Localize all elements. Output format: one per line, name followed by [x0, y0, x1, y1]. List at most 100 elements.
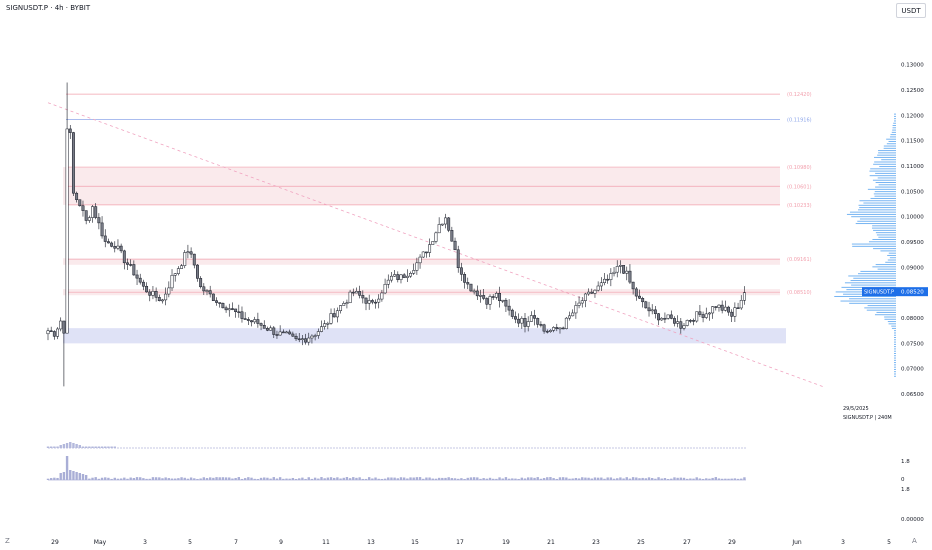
timezone-icon[interactable]: Z [5, 537, 10, 545]
candle-body [526, 321, 530, 327]
candle-body [367, 300, 371, 304]
volume-bar [148, 478, 151, 480]
candle-body [157, 297, 161, 302]
volume-bar [390, 477, 393, 480]
volume-bar [342, 477, 345, 480]
profile-bar [894, 348, 896, 350]
volume-bar [507, 478, 511, 480]
price-axis[interactable]: 0.13000 0.12500 0.12000 0.11500 0.11000 0.105… [862, 63, 928, 523]
volume-bar [84, 475, 88, 480]
x-tick-2: 3 [143, 539, 147, 546]
volume-bar [552, 478, 555, 480]
volume-bar [94, 477, 97, 480]
candle-body [285, 331, 288, 334]
volume-bar [530, 477, 533, 480]
x-tick-1: May [94, 539, 107, 546]
profile-bar [867, 305, 896, 307]
time-axis[interactable]: 29 May 3 5 7 9 11 13 15 17 19 21 23 25 27 29 Jun 3 5 [51, 539, 891, 546]
chart-title: SIGNUSDT.P · 4h · BYBIT [6, 4, 91, 12]
volume-bar [53, 477, 56, 480]
volume-bar [517, 478, 520, 480]
candle-body [230, 308, 234, 310]
x-tick-5: 9 [279, 539, 283, 546]
candle-body [615, 266, 619, 273]
candle-body [199, 278, 203, 288]
profile-bar [894, 346, 896, 348]
candle-body [173, 273, 177, 276]
volume-bar [625, 477, 628, 480]
volume-bar [504, 477, 508, 480]
candle-body [727, 306, 730, 313]
indicator-tick-4: 0.00000 [901, 517, 924, 523]
volume-bar-2 [72, 443, 75, 448]
volume-bar [482, 478, 485, 480]
candle-body [545, 330, 549, 333]
candle-body [342, 303, 346, 306]
volume-bar-2 [97, 446, 101, 448]
volume-bar [132, 478, 136, 480]
candle-body [176, 268, 180, 274]
volume-bar [660, 478, 663, 480]
volume-bar-2 [113, 446, 116, 448]
candle-body [504, 299, 508, 307]
currency-button[interactable]: USDT [896, 3, 926, 18]
volume-bar [361, 478, 365, 480]
volume-bar [75, 472, 78, 480]
candle-body [106, 241, 110, 244]
volume-bar [549, 477, 552, 480]
volume-bar [587, 477, 590, 480]
candle-body [256, 319, 260, 324]
volume-bar [333, 477, 336, 480]
volume-bar [647, 477, 651, 480]
volume-bar [250, 477, 253, 480]
y-tick-3: 0.11500 [901, 139, 924, 145]
profile-bar [875, 264, 896, 266]
volume-bar [514, 478, 517, 480]
volume-bar [259, 477, 263, 480]
candle-body [243, 318, 247, 320]
profile-bar [894, 352, 896, 354]
volume-bar [110, 478, 113, 480]
candle-body [533, 315, 536, 319]
candle-body [389, 275, 393, 281]
volume-bar [240, 478, 244, 480]
price-tag-label-bg [862, 287, 898, 297]
volume-bar [399, 477, 403, 480]
profile-bar [875, 186, 896, 188]
volume-bar [409, 477, 412, 480]
candle-body [97, 217, 101, 224]
profile-bar [867, 188, 896, 190]
candle-body [704, 313, 708, 318]
volume-bar [145, 478, 148, 480]
candle-body [707, 312, 711, 315]
volume-bar [72, 471, 75, 480]
volume-bar [329, 477, 333, 480]
volume-bar [577, 478, 581, 480]
profile-bar [894, 366, 896, 368]
profile-bar [894, 120, 896, 122]
volume-bar [263, 477, 266, 480]
volume-bar [164, 477, 167, 480]
volume-bar [622, 478, 625, 480]
candle-body [393, 274, 397, 277]
volume-bar [431, 478, 434, 480]
candle-body [300, 338, 304, 340]
candle-body [698, 311, 702, 315]
profile-bar [869, 170, 896, 172]
candle-body [520, 318, 524, 324]
volume-bar [88, 478, 91, 480]
candle-body [475, 290, 479, 297]
candle-body [62, 320, 66, 334]
volume-bar [326, 477, 330, 480]
profile-bar [834, 295, 896, 297]
profile-bar [853, 277, 896, 279]
profile-bar [852, 245, 896, 247]
volume-bar [670, 478, 673, 480]
candle-body [167, 287, 171, 295]
auto-scale-button[interactable]: A [912, 537, 917, 545]
volume-bar-2 [94, 446, 97, 448]
candle-body [281, 331, 285, 334]
volume-bar [59, 473, 62, 480]
candle-body [628, 270, 632, 283]
